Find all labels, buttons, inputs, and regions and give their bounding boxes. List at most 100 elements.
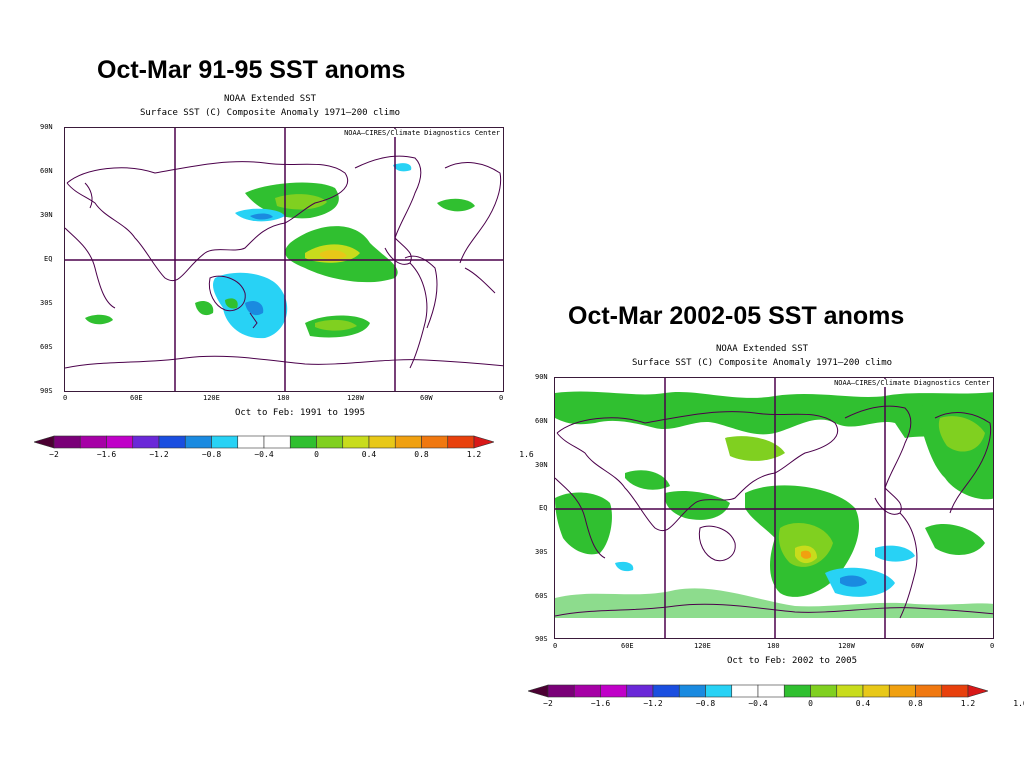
anomaly-shading [555,391,993,618]
lat-label: 90N [40,123,53,131]
color-scale-segment [526,684,549,698]
lon-label: 0 [990,642,995,650]
color-scale-tick-label: 0.4 [855,699,871,708]
color-scale-tick-label: −2 [49,450,59,459]
color-scale-segment [211,435,239,449]
color-scale-tick-label: 1.6 [519,450,534,459]
color-scale-segment [263,435,291,449]
slide-title-2002-2005: Oct-Mar 2002-05 SST anoms [568,302,905,330]
color-scale-segment [53,435,81,449]
color-scale-tick-label: 0 [808,699,813,708]
color-scale-tick-label: −0.4 [254,450,274,459]
color-scale-tick-label: 0.4 [361,450,377,459]
color-scale-segment [810,684,838,698]
color-scale-tick-label: 1.2 [960,699,976,708]
color-scale-tick-label: −0.4 [748,699,768,708]
continent-outlines [555,405,993,619]
sst-anomaly-panel-2002-2005: NOAA Extended SST Surface SST (C) Compos… [512,342,1024,722]
color-scale-segment [473,435,496,449]
color-scale-segment [132,435,160,449]
color-scale-segment [421,435,449,449]
lon-label: 60E [130,394,143,402]
color-scale-segment [888,684,916,698]
lat-label: 90S [535,635,548,643]
color-scale-segment [237,435,265,449]
lat-label: EQ [44,255,53,263]
color-scale-tick-label: −2 [543,699,553,708]
color-scale-tick-label: −1.6 [590,699,611,708]
color-scale-segment [394,435,422,449]
color-scale-tick-label: −0.8 [201,450,222,459]
color-scale-segment [447,435,475,449]
sst-anomaly-map-graphic [65,128,503,391]
color-scale-tick-label: 1.6 [1013,699,1024,708]
color-scale-tick-label: 0.8 [908,699,923,708]
color-scale-segment [158,435,186,449]
color-scale-graphic [32,435,496,449]
lon-label: 120W [838,642,855,650]
lat-label: 30S [535,548,548,556]
color-scale-segment [316,435,344,449]
lon-label: 0 [553,642,558,650]
sst-map: NOAA—CIRES/Climate Diagnostics Center [64,127,504,392]
lon-label: 0 [499,394,504,402]
lon-label: 180 [767,642,780,650]
color-scale-segment [547,684,575,698]
sst-map: NOAA—CIRES/Climate Diagnostics Center [554,377,994,639]
color-scale-bar: −2−1.6−1.2−0.8−0.400.40.81.21.62 [526,684,1024,708]
lat-label: 30N [535,461,548,469]
color-scale-segment [32,435,55,449]
color-scale-segment [783,684,811,698]
color-scale-segment [731,684,759,698]
color-scale-segment [289,435,317,449]
lon-label: 120E [203,394,220,402]
color-scale-segment [652,684,680,698]
color-scale-segment [106,435,134,449]
color-scale-segment [967,684,990,698]
color-scale-segment [862,684,890,698]
lon-label: 60E [621,642,634,650]
lat-label: 60S [40,343,53,351]
lon-label: 0 [63,394,68,402]
lat-label: EQ [539,504,548,512]
anomaly-shading [85,163,475,339]
figure-header-line1: NOAA Extended SST [223,94,317,104]
lon-label: 120W [347,394,364,402]
color-scale-tick-label: 0 [314,450,319,459]
color-scale-segment [757,684,785,698]
lon-label: 60W [911,642,924,650]
data-credit: NOAA—CIRES/Climate Diagnostics Center [834,379,990,387]
color-scale-segment [573,684,601,698]
lat-label: 60S [535,592,548,600]
color-scale-segment [79,435,107,449]
lat-label: 30S [40,299,53,307]
color-scale-segment [941,684,969,698]
color-scale-segment [678,684,706,698]
sst-anomaly-panel-1991-1995: NOAA Extended SST Surface SST (C) Compos… [20,92,581,472]
color-scale-segment [342,435,370,449]
color-scale-tick-label: −1.2 [149,450,169,459]
period-label: Oct to Feb: 2002 to 2005 [726,656,858,666]
lon-label: 180 [277,394,290,402]
map-grid [65,128,503,391]
lat-label: 90N [535,373,548,381]
color-scale-segment [836,684,864,698]
sst-anomaly-map-graphic [555,378,993,638]
color-scale-tick-label: 1.2 [466,450,482,459]
color-scale-tick-label: −1.6 [96,450,117,459]
color-scale-bar: −2−1.6−1.2−0.8−0.400.40.81.21.62 [32,435,581,459]
lon-label: 60W [420,394,433,402]
lat-label: 90S [40,387,53,395]
figure-header-line2: Surface SST (C) Composite Anomaly 1971—2… [631,358,893,368]
color-scale-tick-label: −0.8 [695,699,716,708]
color-scale-segment [600,684,628,698]
color-scale-segment [626,684,654,698]
figure-header-line1: NOAA Extended SST [715,344,809,354]
figure-header-line2: Surface SST (C) Composite Anomaly 1971—2… [139,108,401,118]
color-scale-tick-label: 0.8 [414,450,429,459]
lat-label: 30N [40,211,53,219]
color-scale-segment [184,435,212,449]
color-scale-segment [368,435,396,449]
lon-label: 120E [694,642,711,650]
color-scale-segment [915,684,943,698]
